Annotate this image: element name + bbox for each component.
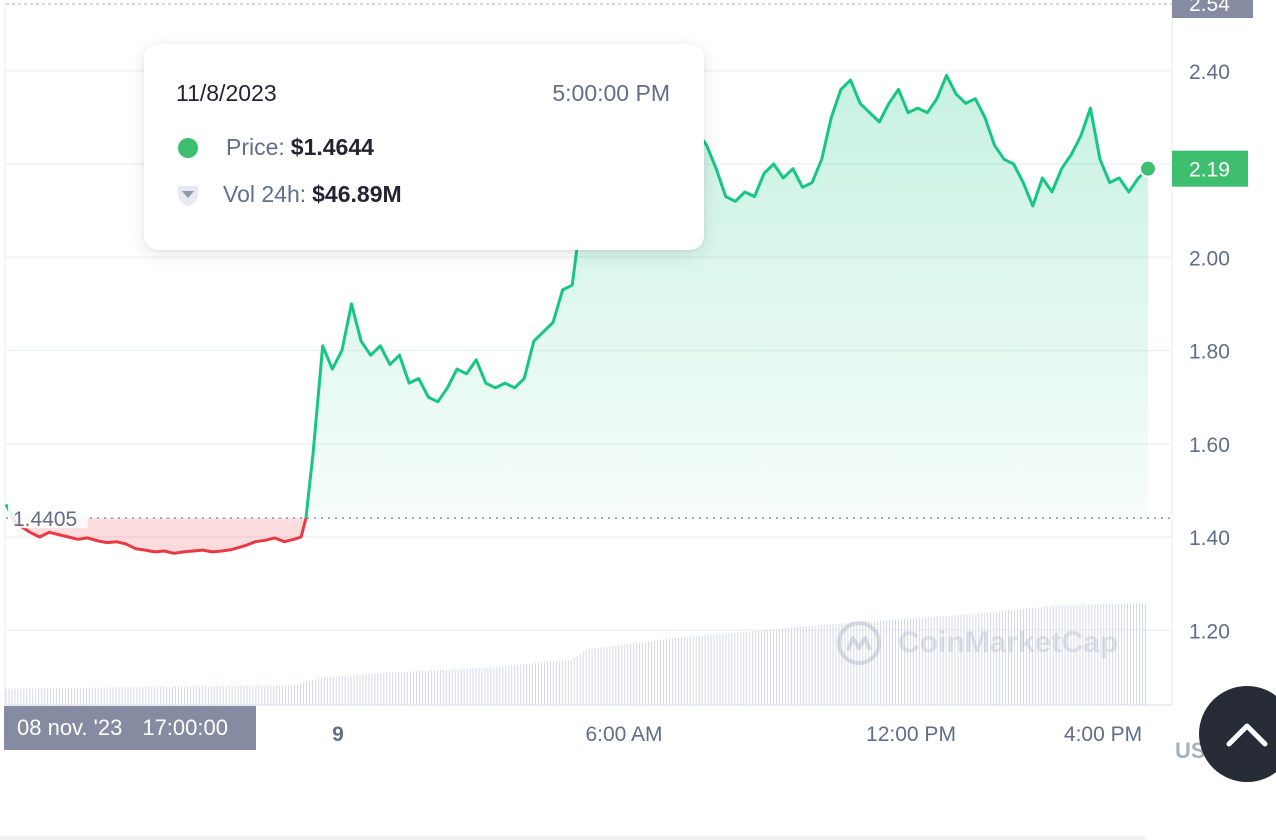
scroll-to-top-button[interactable] <box>1199 686 1276 782</box>
y-top-label: 2.54 <box>1189 0 1230 16</box>
crosshair-date: 08 nov. '23 <box>17 715 123 740</box>
y-tick-label: 1.40 <box>1189 527 1230 550</box>
tooltip-time: 5:00:00 PM <box>552 80 670 106</box>
y-tick-label: 1.80 <box>1189 341 1230 364</box>
reference-label-bg <box>8 502 88 529</box>
y-tick-label: 2.40 <box>1189 61 1230 84</box>
current-price-label: 2.19 <box>1189 159 1230 182</box>
x-tick-label: 12:00 PM <box>866 723 956 746</box>
price-label: Price: <box>226 134 285 160</box>
volume-shield-icon <box>178 185 198 206</box>
y-tick-label: 1.20 <box>1189 620 1230 643</box>
volume-value: $46.89M <box>312 181 402 207</box>
volume-label: Vol 24h: <box>223 181 307 207</box>
price-value: $1.4644 <box>290 134 374 160</box>
volume-bars <box>5 602 1146 705</box>
latest-price-marker <box>1139 159 1157 178</box>
price-area-up <box>6 75 1148 519</box>
tooltip-date: 11/8/2023 <box>176 80 277 106</box>
crosshair-date-badge: 08 nov. '23 17:00:00 <box>4 706 256 750</box>
tooltip-volume-row: Vol 24h: $46.89M <box>178 181 402 208</box>
crosshair-time: 17:00:00 <box>142 715 228 740</box>
bottom-divider <box>0 836 1145 840</box>
price-area-down <box>6 518 1148 554</box>
y-tick-label: 2.00 <box>1189 247 1230 270</box>
x-tick-label: 9 <box>332 723 344 746</box>
price-tooltip: 11/8/2023 5:00:00 PM Price: $1.4644 Vol … <box>144 44 704 250</box>
y-tick-label: 1.60 <box>1189 434 1230 457</box>
chevron-up-icon <box>1226 723 1268 747</box>
price-dot-icon <box>178 137 198 158</box>
price-line-down <box>11 518 308 555</box>
current-price-badge <box>1172 150 1248 187</box>
x-tick-label: 4:00 PM <box>1064 723 1142 746</box>
tooltip-price-row: Price: $1.4644 <box>178 134 374 161</box>
x-tick-label: 6:00 AM <box>585 723 662 746</box>
coinmarketcap-logo-icon <box>837 621 881 665</box>
watermark: CoinMarketCap <box>836 620 1118 666</box>
reference-price-label: 1.4405 <box>13 508 77 531</box>
watermark-text: CoinMarketCap <box>898 626 1119 659</box>
y-top-badge <box>1172 0 1253 18</box>
